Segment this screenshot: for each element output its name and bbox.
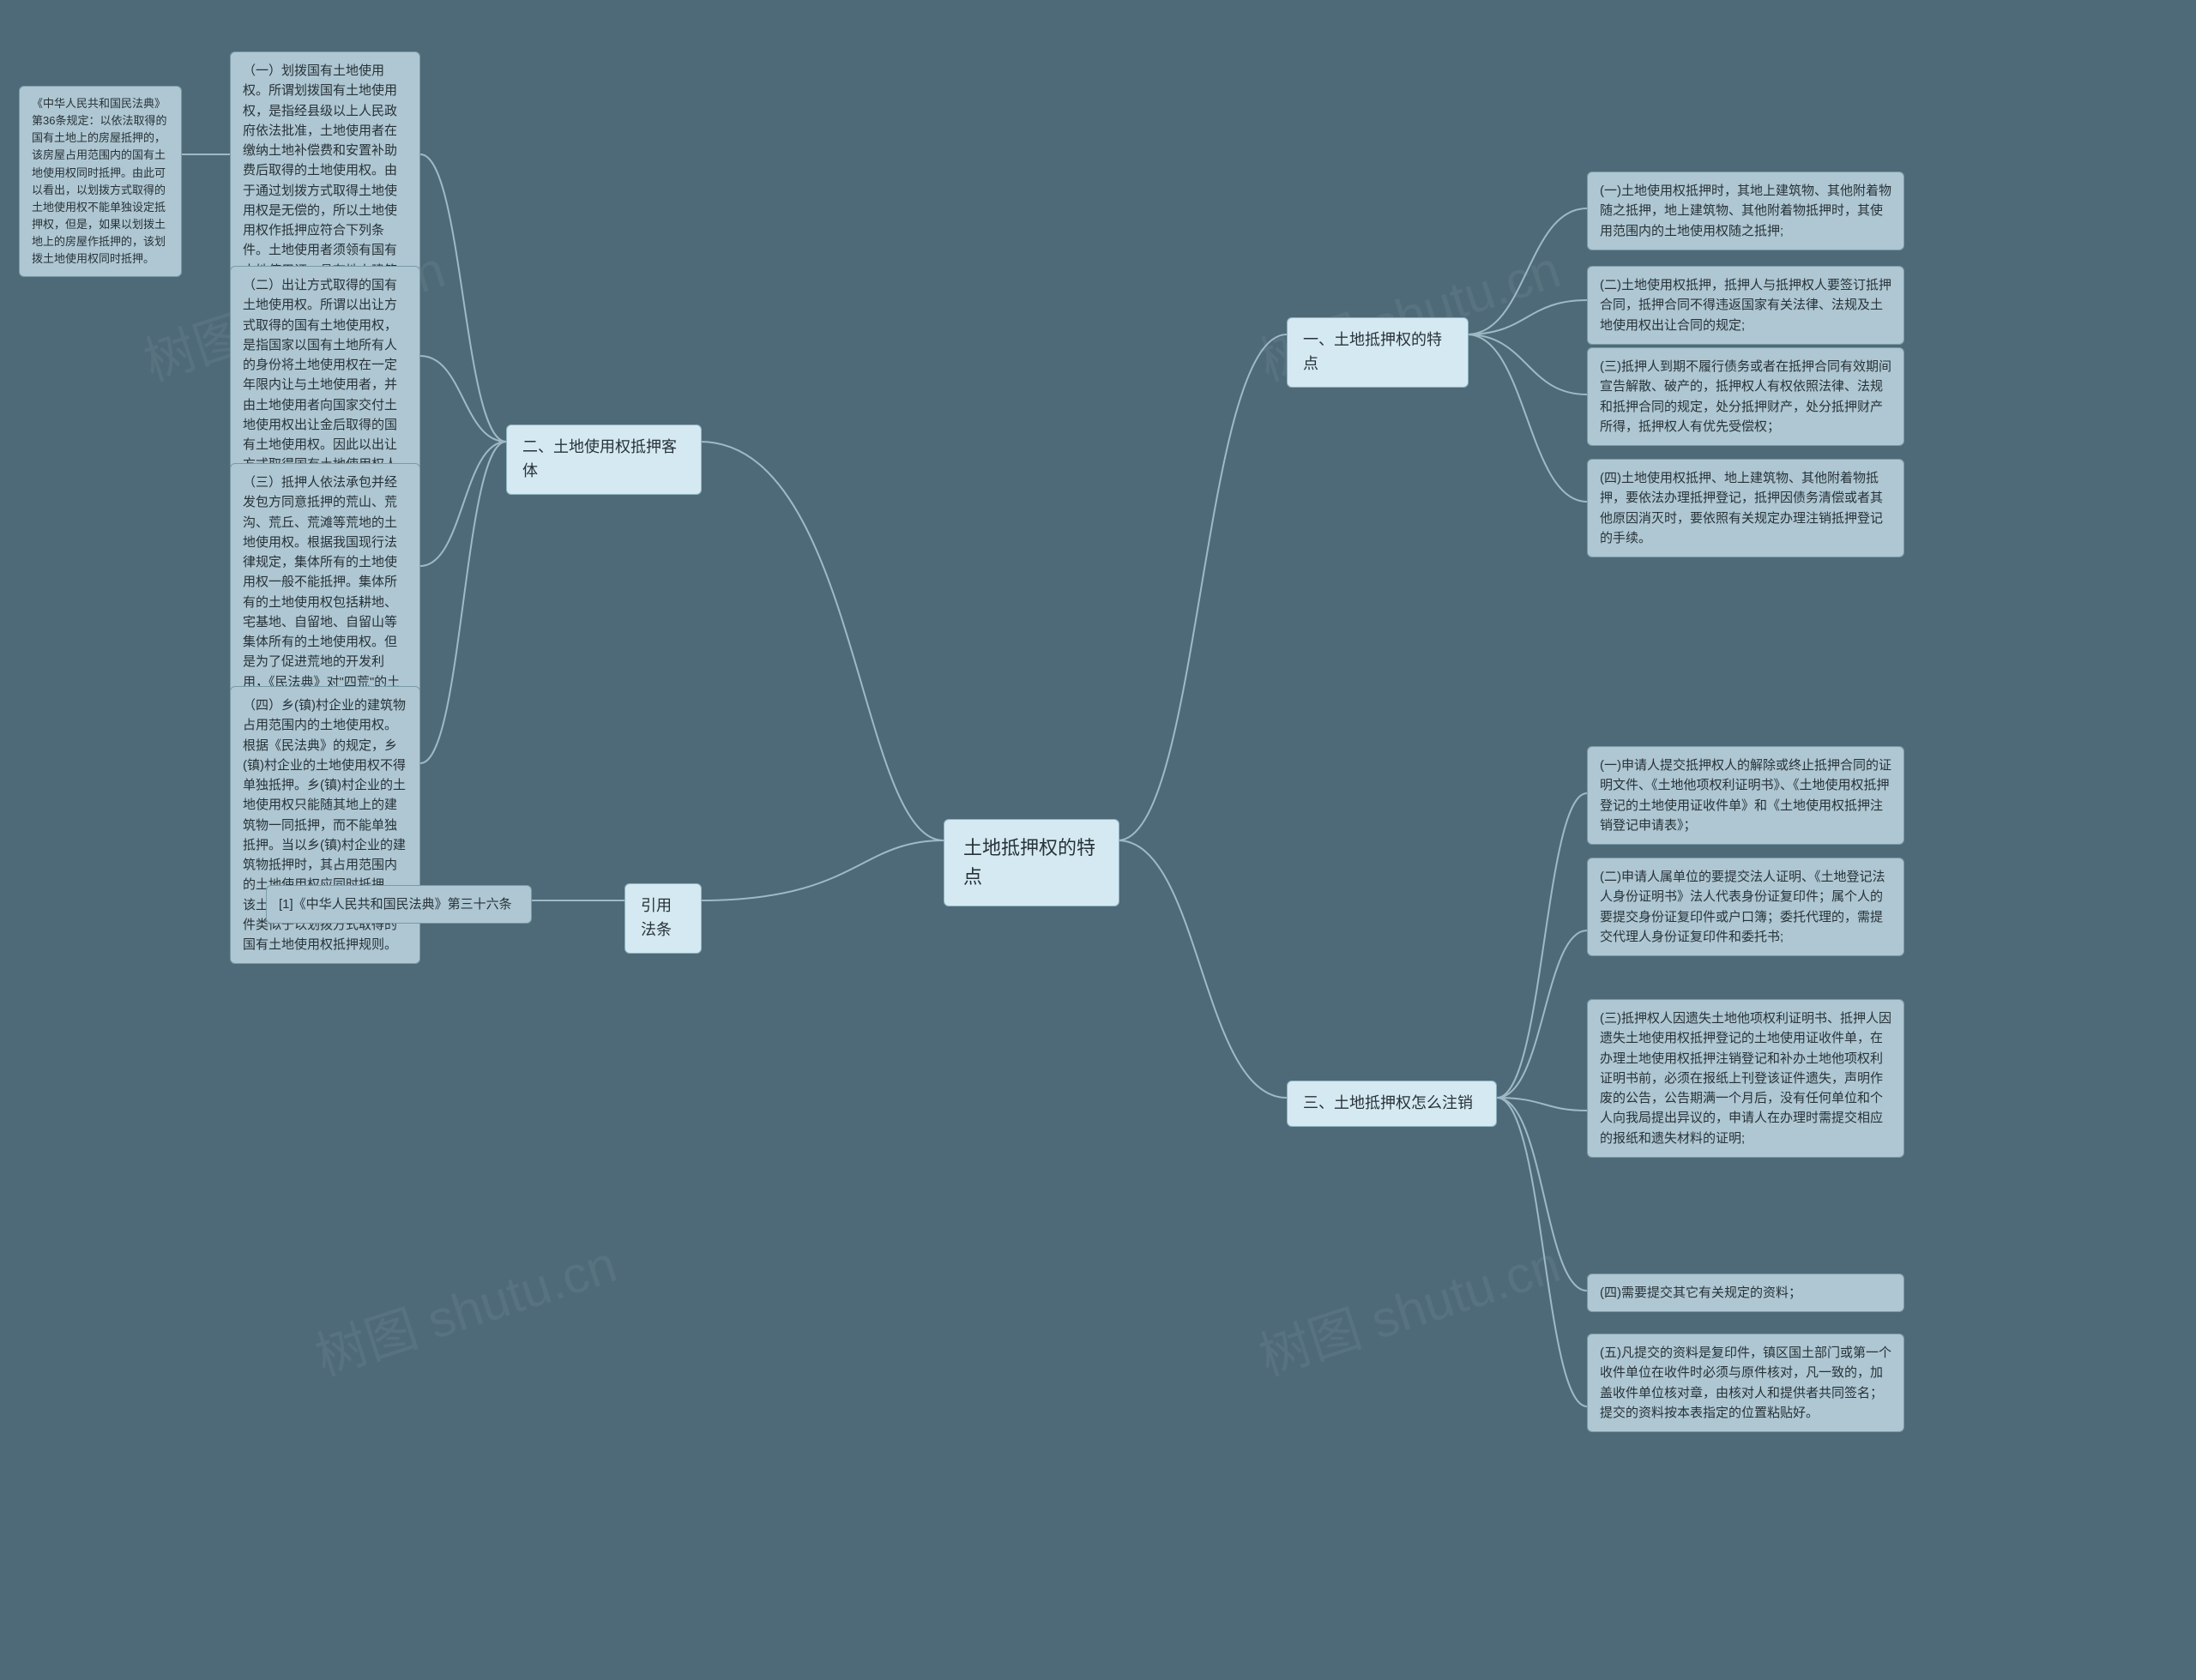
- leaf-3b: (二)申请人属单位的要提交法人证明、《土地登记法人身份证明书》法人代表身份证复印…: [1587, 858, 1904, 956]
- leaf-1c: (三)抵押人到期不履行债务或者在抵押合同有效期间宣告解散、破产的，抵押权人有权依…: [1587, 347, 1904, 446]
- watermark: 树图 shutu.cn: [1248, 1223, 1568, 1390]
- leaf-ref: [1]《中华人民共和国民法典》第三十六条: [266, 885, 532, 924]
- leaf-2a-side: 《中华人民共和国民法典》第36条规定：以依法取得的国有土地上的房屋抵押的，该房屋…: [19, 86, 182, 277]
- branch-2: 二、土地使用权抵押客体: [506, 425, 702, 495]
- branch-1: 一、土地抵押权的特点: [1287, 317, 1469, 388]
- leaf-3c: (三)抵押权人因遗失土地他项权利证明书、抵押人因遗失土地使用权抵押登记的土地使用…: [1587, 999, 1904, 1158]
- leaf-3a: (一)申请人提交抵押权人的解除或终止抵押合同的证明文件、《土地他项权利证明书》、…: [1587, 746, 1904, 845]
- leaf-1b: (二)土地使用权抵押，抵押人与抵押权人要签订抵押合同，抵押合同不得违返国家有关法…: [1587, 266, 1904, 345]
- leaf-1a: (一)土地使用权抵押时，其地上建筑物、其他附着物随之抵押，地上建筑物、其他附着物…: [1587, 172, 1904, 250]
- branch-3: 三、土地抵押权怎么注销: [1287, 1081, 1497, 1127]
- watermark: 树图 shutu.cn: [305, 1223, 624, 1390]
- branch-ref: 引用法条: [624, 883, 702, 954]
- leaf-1d: (四)土地使用权抵押、地上建筑物、其他附着物抵押，要依法办理抵押登记，抵押因债务…: [1587, 459, 1904, 557]
- leaf-3d: (四)需要提交其它有关规定的资料；: [1587, 1274, 1904, 1312]
- center-node: 土地抵押权的特点: [944, 819, 1119, 906]
- leaf-3e: (五)凡提交的资料是复印件，镇区国土部门或第一个收件单位在收件时必须与原件核对，…: [1587, 1334, 1904, 1432]
